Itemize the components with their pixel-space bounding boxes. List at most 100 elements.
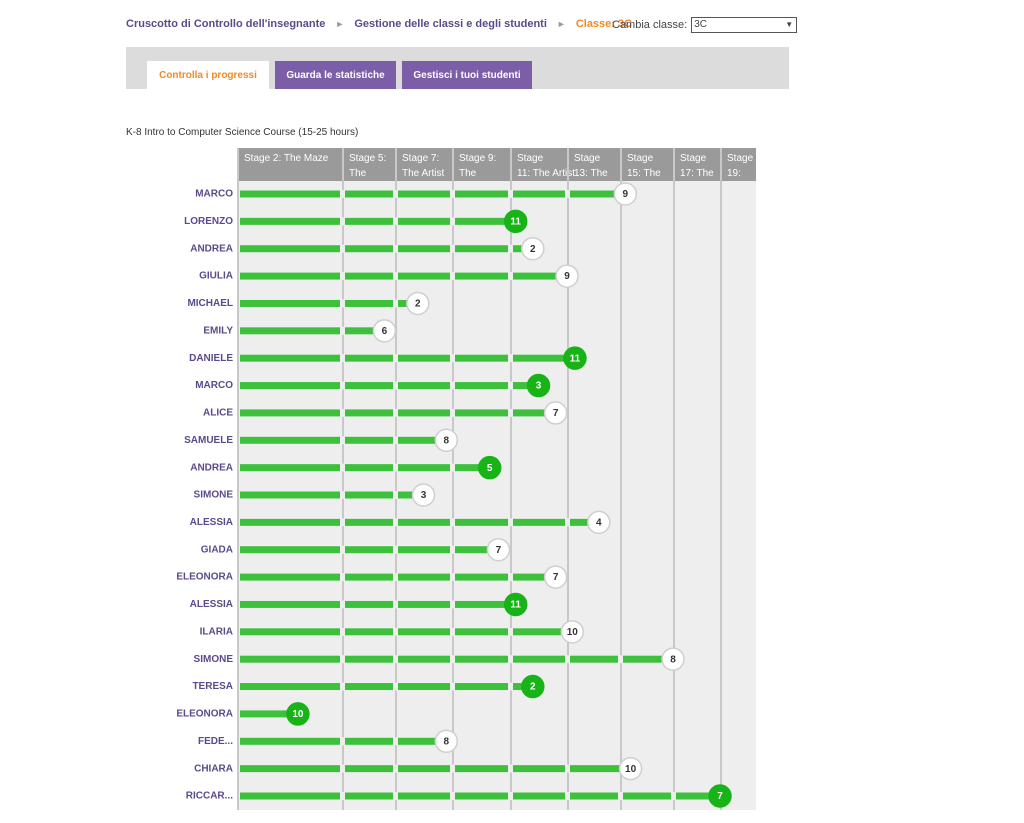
level-number: 3 [421, 490, 427, 501]
tab[interactable]: Gestisci i tuoi studenti [402, 61, 532, 89]
level-number: 2 [530, 244, 536, 255]
bar-gap [450, 217, 455, 226]
level-bubble [411, 483, 436, 507]
level-bubble [521, 236, 545, 261]
student-name: ELEONORA [176, 572, 233, 583]
level-bubble [503, 592, 528, 617]
bar-gap [508, 518, 513, 527]
level-number: 7 [717, 791, 723, 802]
bar-gap [340, 764, 345, 773]
level-number: 9 [564, 271, 570, 282]
bar-gap [508, 381, 513, 390]
student-name: LORENZO [184, 216, 233, 227]
level-bubble [613, 182, 638, 206]
bar-gap [393, 737, 398, 746]
bar-gap [340, 518, 345, 527]
level-bubble [477, 455, 502, 480]
bar-gap [618, 655, 623, 664]
bar-gap [340, 217, 345, 226]
level-bubble [543, 565, 568, 589]
level-number: 2 [530, 682, 536, 693]
stage-header: Stage 9: The [459, 153, 496, 179]
separator: ► [335, 19, 345, 29]
bar-gap [393, 272, 398, 281]
level-number: 3 [536, 381, 542, 392]
bar-gap [340, 326, 345, 335]
bar-gap [508, 244, 513, 253]
student-name: FEDE... [198, 736, 233, 747]
bar-gap [508, 190, 513, 198]
class-select[interactable]: 3C [691, 17, 798, 33]
bar-gap [340, 792, 345, 800]
bar-gap [508, 792, 513, 800]
progress-bar [240, 217, 505, 225]
progress-bar [240, 354, 564, 362]
level-bubble [587, 510, 611, 535]
level-number: 6 [382, 326, 388, 337]
progress-bar [240, 737, 436, 745]
progress-bar [240, 464, 479, 472]
stage-header: Stage 13: The [574, 153, 608, 179]
bar-gap [450, 408, 455, 417]
student-name: ANDREA [190, 243, 233, 254]
stage-header-line: Stage [727, 153, 754, 164]
class-chooser: Cambia classe: 3C [612, 17, 798, 33]
progress-bar [240, 327, 374, 335]
stage-header: Stage 2: The Maze [244, 153, 329, 164]
progress-bar [240, 299, 407, 307]
progress-bar [240, 765, 620, 773]
bar-gap [450, 190, 455, 198]
bar-gap [450, 682, 455, 691]
stage-header-line: Stage [517, 153, 544, 164]
student-name: RICCAR... [186, 791, 233, 802]
tab[interactable]: Guarda le statistiche [275, 61, 396, 89]
bar-gap [393, 436, 398, 445]
bar-gap [393, 244, 398, 253]
bar-gap [393, 190, 398, 198]
level-number: 8 [670, 654, 676, 665]
bar-gap [450, 272, 455, 281]
bar-gap [508, 655, 513, 664]
bar-gap [340, 600, 345, 609]
bar-gap [393, 545, 398, 554]
progress-bar [240, 573, 545, 581]
student-name: ILARIA [200, 626, 233, 637]
bar-gap [340, 244, 345, 253]
tab[interactable]: Controlla i progressi [147, 61, 269, 89]
breadcrumb-link[interactable]: Cruscotto di Controllo dell'insegnante [126, 18, 326, 30]
bar-gap [393, 408, 398, 417]
breadcrumbs: Cruscotto di Controllo dell'insegnante ►… [126, 18, 632, 30]
course-title: K-8 Intro to Computer Science Course (15… [126, 127, 359, 138]
student-name: ANDREA [190, 462, 233, 473]
level-bubble [543, 401, 568, 425]
bar-gap [393, 655, 398, 664]
progress-bar [240, 792, 709, 800]
student-name: SAMUELE [184, 435, 233, 446]
student-name: MARCO [195, 380, 233, 391]
level-bubble [560, 620, 585, 644]
bar-gap [340, 272, 345, 281]
bar-gap [393, 682, 398, 691]
level-number: 5 [487, 463, 493, 474]
bar-gap [450, 545, 455, 554]
level-number: 11 [510, 600, 521, 611]
level-bubble [406, 291, 430, 316]
bar-gap [450, 354, 455, 363]
stage-header-line: The [459, 168, 477, 179]
student-name: ALICE [203, 408, 233, 419]
bar-gap [393, 600, 398, 609]
bar-gap [340, 299, 345, 308]
bar-gap [393, 381, 398, 390]
bar-gap [393, 491, 398, 499]
level-bubble [521, 674, 545, 699]
header-background [237, 148, 756, 181]
stage-header: Stage 15: The [627, 153, 661, 179]
bar-gap [450, 627, 455, 636]
level-number: 11 [510, 217, 521, 228]
student-name: ELEONORA [176, 709, 233, 720]
breadcrumb-link[interactable]: Gestione delle classi e degli studenti [354, 18, 547, 30]
student-name: TERESA [192, 681, 233, 692]
level-bubble [503, 209, 528, 234]
